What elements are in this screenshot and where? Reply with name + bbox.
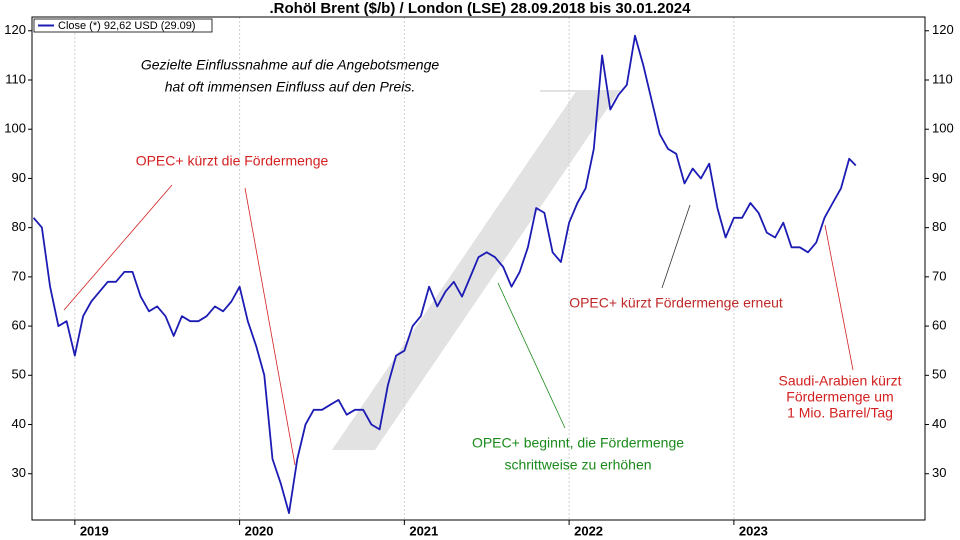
annotation-line [497, 282, 566, 429]
y-tick-label: 80 [12, 219, 26, 234]
legend-label: Close (*) 92,62 USD (29.09) [58, 20, 196, 32]
plot-frame [31, 16, 926, 521]
legend-box [33, 18, 213, 33]
annotation-line [661, 204, 691, 289]
y2-tick-label: 80 [932, 219, 946, 234]
y-tick-label: 40 [12, 416, 26, 431]
y2-tick-label: 90 [932, 170, 946, 185]
watermark [540, 90, 620, 92]
x-tick-label: 2020 [245, 523, 274, 538]
y2-tick-label: 30 [932, 465, 946, 480]
annotation: hat oft immensen Einfluss auf den Preis. [165, 79, 416, 95]
y2-tick-label: 60 [932, 318, 946, 333]
watermark [332, 90, 620, 450]
chart-title: .Rohöl Brent ($/b) / London (LSE) 28.09.… [270, 0, 692, 17]
annotation: schrittweise zu erhöhen [504, 457, 651, 473]
y-tick-label: 110 [5, 71, 26, 86]
y-tick-label: 60 [12, 318, 26, 333]
y-tick-label: 50 [12, 367, 26, 382]
y-tick-label: 100 [4, 121, 26, 136]
annotation-lines [63, 184, 854, 466]
annotation-line [244, 187, 296, 466]
annotation: OPEC+ beginnt, die Fördermenge [472, 435, 684, 451]
y2-tick-label: 120 [932, 22, 954, 37]
annotation: OPEC+ kürzt die Fördermenge [136, 153, 329, 169]
annotation: OPEC+ kürzt Fördermenge erneut [569, 295, 783, 311]
y2-tick-label: 40 [932, 416, 946, 431]
x-tick-label: 2021 [409, 523, 438, 538]
annotation-line [824, 224, 854, 371]
annotation: Gezielte Einflussnahme auf die Angebotsm… [141, 57, 440, 73]
x-tick-label: 2023 [739, 523, 768, 538]
y-tick-label: 90 [12, 170, 26, 185]
y2-tick-label: 100 [932, 121, 954, 136]
y2-tick-label: 110 [932, 71, 953, 86]
y2-tick-label: 70 [932, 268, 946, 283]
x-tick-label: 2022 [574, 523, 603, 538]
y-tick-label: 120 [4, 22, 26, 37]
annotation: Fördermenge um [786, 389, 893, 405]
annotation: 1 Mio. Barrel/Tag [787, 405, 893, 421]
price-line [32, 34, 857, 514]
y-tick-label: 30 [12, 465, 26, 480]
annotation: Saudi-Arabien kürzt [779, 373, 902, 389]
y2-tick-label: 50 [932, 367, 946, 382]
annotation-line [63, 184, 173, 311]
y-tick-label: 70 [12, 268, 26, 283]
x-tick-label: 2019 [80, 523, 109, 538]
